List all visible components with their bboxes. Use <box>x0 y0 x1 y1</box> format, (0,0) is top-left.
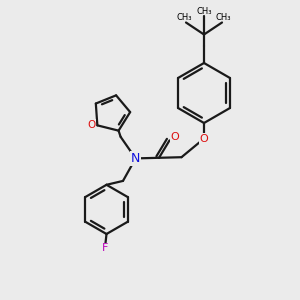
Text: F: F <box>102 243 109 254</box>
Text: O: O <box>200 134 208 144</box>
Text: CH₃: CH₃ <box>177 13 192 22</box>
Text: CH₃: CH₃ <box>196 7 212 16</box>
Text: O: O <box>170 132 179 142</box>
Text: N: N <box>131 152 140 165</box>
Text: O: O <box>87 120 95 130</box>
Text: CH₃: CH₃ <box>216 13 231 22</box>
